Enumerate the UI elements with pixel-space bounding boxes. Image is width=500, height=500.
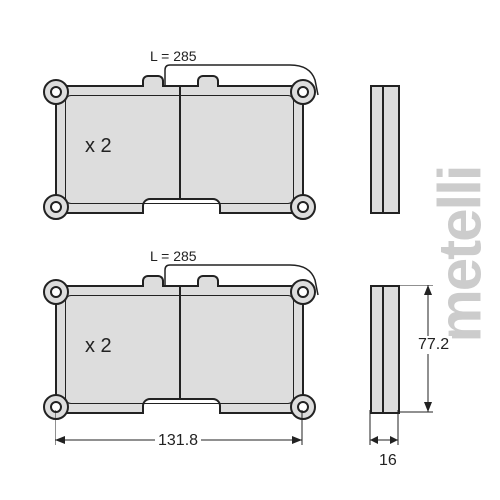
notch-icon: [142, 75, 164, 87]
dim-height-value: 77.2: [415, 336, 452, 354]
notch-icon: [197, 275, 219, 287]
notch-icon: [142, 275, 164, 287]
notch-icon: [197, 75, 219, 87]
top-qty-label: x 2: [85, 135, 112, 158]
dim-thickness-value: 16: [376, 452, 400, 470]
diagram-canvas: metelli L = 285 x 2: [0, 0, 500, 500]
dim-width-value: 131.8: [155, 432, 201, 450]
bottom-qty-label: x 2: [85, 335, 112, 358]
side-view-top-back: [382, 85, 400, 214]
